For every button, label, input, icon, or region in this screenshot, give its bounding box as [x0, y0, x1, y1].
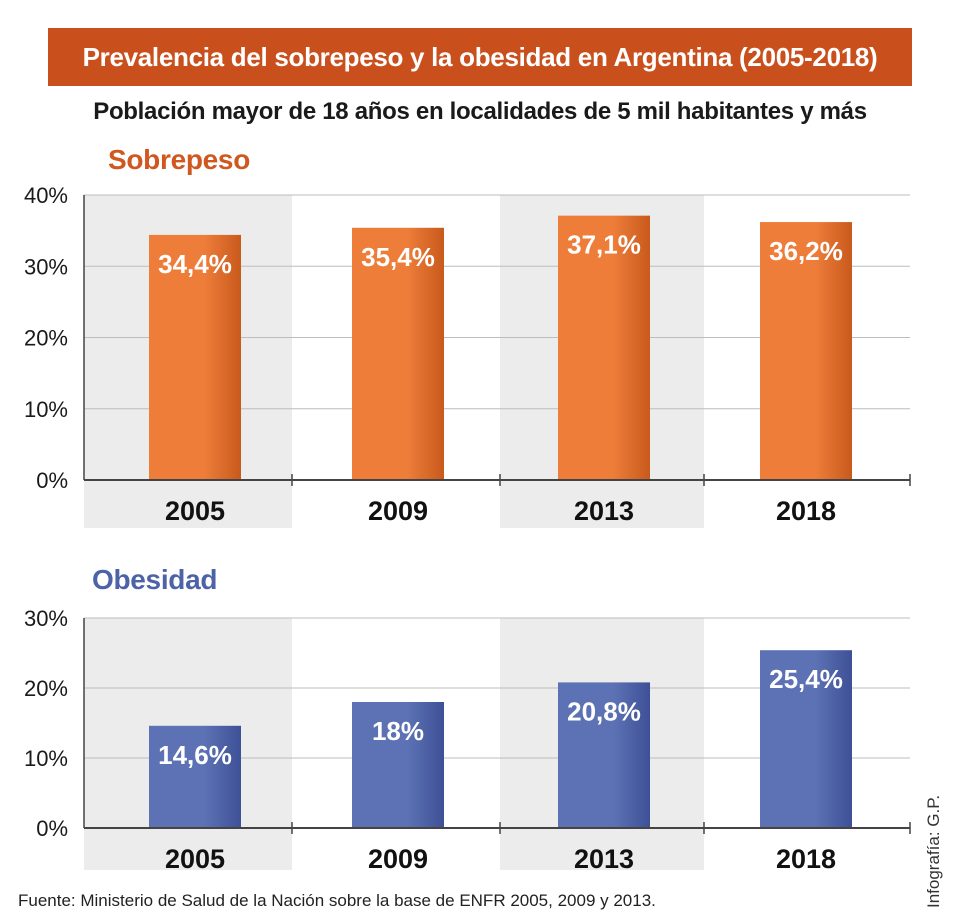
obesidad-bar-chart: 0% 10% 20% 30% 14,6% 18% 20,8% 25,4% 2005 2009 201…: [24, 606, 911, 872]
sobrepeso-chart-label: Sobrepeso: [108, 144, 251, 175]
chart-subtitle: Población mayor de 18 años en localidade…: [93, 98, 867, 125]
obesidad-y-tick-label: 30%: [24, 606, 68, 631]
sobrepeso-x-category-label-2013: 2013: [574, 496, 634, 526]
infographic-credit: Infografía: G.P.: [924, 794, 943, 908]
sobrepeso-y-tick-label: 0%: [36, 468, 68, 493]
obesidad-value-label-2013: 20,8%: [567, 696, 641, 726]
obesidad-x-category-label-2018: 2018: [776, 844, 836, 872]
obesidad-y-tick-label: 0%: [36, 816, 68, 841]
source-note: Fuente: Ministerio de Salud de la Nación…: [18, 891, 656, 910]
sobrepeso-x-category-label-2018: 2018: [776, 496, 836, 526]
sobrepeso-value-label-2005: 34,4%: [158, 249, 232, 279]
sobrepeso-x-category-label-2005: 2005: [165, 496, 225, 526]
sobrepeso-y-tick-label: 30%: [24, 254, 68, 279]
sobrepeso-value-label-2009: 35,4%: [361, 242, 435, 272]
obesidad-bar-2005: [149, 725, 241, 828]
sobrepeso-value-label-2013: 37,1%: [567, 230, 641, 260]
obesidad-bar-2009: [352, 702, 444, 828]
sobrepeso-bar-2018: [760, 222, 852, 480]
chart-title: Prevalencia del sobrepeso y la obesidad …: [82, 41, 878, 72]
sobrepeso-y-tick-label: 20%: [24, 326, 68, 351]
obesidad-bar-2018: [760, 650, 852, 828]
sobrepeso-y-tick-label: 10%: [24, 397, 68, 422]
obesidad-y-tick-label: 10%: [24, 746, 68, 771]
obesidad-value-label-2018: 25,4%: [769, 664, 843, 694]
obesidad-bar-2013: [558, 682, 650, 828]
sobrepeso-bar-2005: [149, 234, 241, 480]
sobrepeso-value-label-2018: 36,2%: [769, 236, 843, 266]
sobrepeso-bar-2013: [558, 215, 650, 480]
obesidad-x-category-label-2005: 2005: [165, 844, 225, 872]
sobrepeso-y-tick-label: 40%: [24, 183, 68, 208]
sobrepeso-bar-2009: [352, 227, 444, 480]
obesidad-value-label-2005: 14,6%: [158, 740, 232, 770]
obesidad-x-category-label-2013: 2013: [574, 844, 634, 872]
sobrepeso-x-category-label-2009: 2009: [368, 496, 428, 526]
obesidad-chart-label: Obesidad: [92, 564, 218, 595]
chart-title-banner: Prevalencia del sobrepeso y la obesidad …: [48, 28, 912, 86]
obesidad-value-label-2009: 18%: [372, 716, 424, 746]
sobrepeso-bar-chart: 0% 10% 20% 30% 40% 34,4% 35,4% 37,1% 36,2% 2005 20…: [24, 183, 911, 528]
obesidad-y-tick-label: 20%: [24, 676, 68, 701]
obesidad-x-category-label-2009: 2009: [368, 844, 428, 872]
